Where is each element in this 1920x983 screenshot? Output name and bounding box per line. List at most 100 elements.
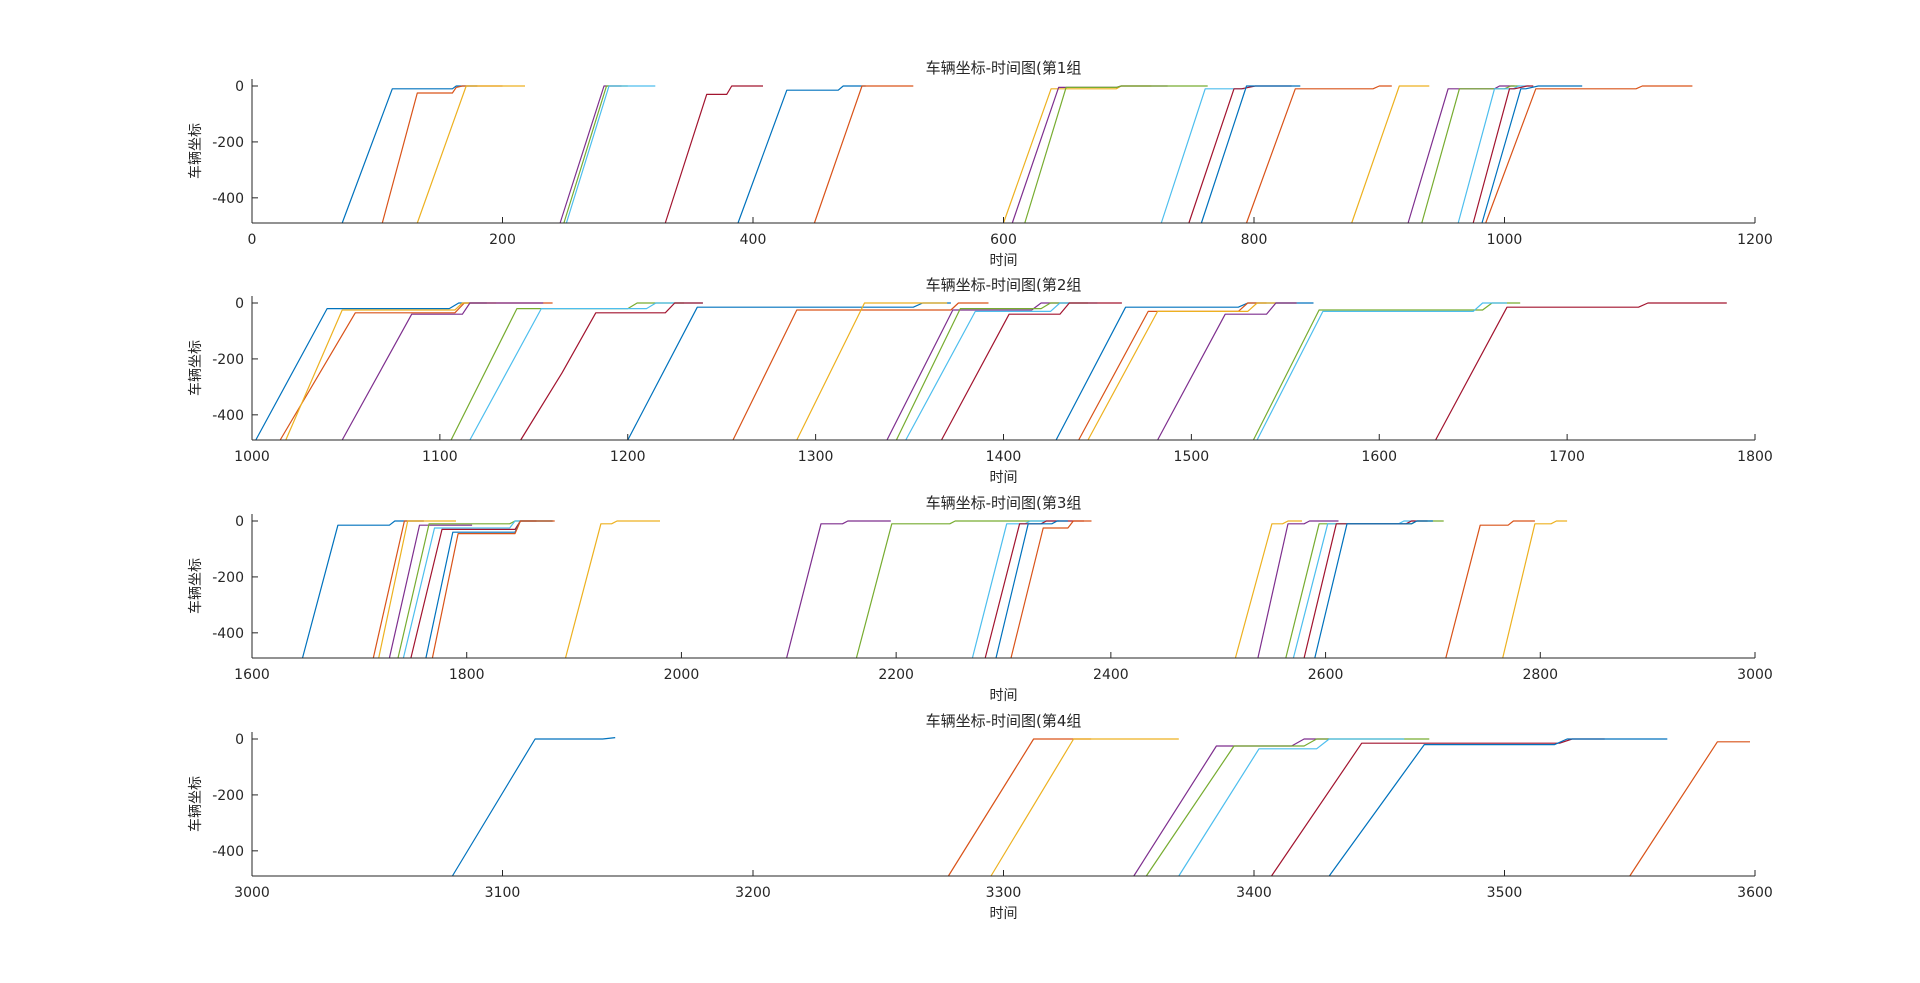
series-line-6 [565,85,656,224]
series-line-20 [1457,85,1530,224]
y-tick-label: 0 [235,296,244,312]
series-line-6 [469,302,703,441]
x-tick-label: 2400 [1093,667,1129,683]
series-line-8 [737,85,866,224]
series-line-11 [786,520,891,659]
series-line-13 [971,520,1060,659]
x-tick-label: 600 [990,232,1017,248]
x-tick-label: 2800 [1522,667,1558,683]
series-line-21 [1472,85,1534,224]
x-tick-label: 800 [1241,232,1268,248]
series-line-12 [855,520,1047,659]
series-line-20 [1256,302,1507,441]
x-tick-label: 3200 [735,885,771,901]
series-line-14 [940,302,1122,441]
y-tick-label: 0 [235,732,244,748]
x-tick-label: 200 [489,232,516,248]
series-line-3 [416,85,525,224]
series-line-22 [1314,520,1433,659]
x-tick-label: 3600 [1737,885,1773,901]
x-tick-label: 1300 [798,449,834,465]
chart-title: 车辆坐标-时间图(第3组 [926,494,1082,512]
series-line-19 [1421,85,1520,224]
x-tick-label: 3100 [485,885,521,901]
x-tick-label: 1600 [1361,449,1397,465]
chart-title: 车辆坐标-时间图(第2组 [926,276,1082,294]
x-tick-label: 3000 [234,885,270,901]
series-group [301,520,1568,659]
charts-root: 0 200 400 600 800 1000 1200 0 -200 -400 车辆坐标-时间图(第… [187,59,1773,922]
series-group [255,302,1727,441]
y-tick-label: -400 [212,191,244,207]
series-line-12 [895,302,1088,441]
x-tick-label: 1700 [1549,449,1585,465]
series-line-4 [388,524,473,659]
x-tick-label: 2000 [664,667,700,683]
x-tick-label: 3400 [1236,885,1272,901]
x-tick-label: 0 [248,232,257,248]
series-line-3 [378,520,456,659]
x-tick-label: 2600 [1308,667,1344,683]
y-tick-label: 0 [235,79,244,95]
x-tick-label: 3300 [986,885,1022,901]
x-axis-label: 时间 [990,688,1018,704]
chart-panel-3: 1600 1800 2000 2200 2400 2600 2800 3000 0 -200 -40… [187,494,1773,704]
series-line-12 [1024,85,1208,224]
series-line-13 [905,302,1098,441]
series-line-7 [520,302,703,441]
series-line-10 [796,302,948,441]
series-line-7 [664,85,763,224]
series-line-3 [990,738,1179,877]
chart-title: 车辆坐标-时间图(第4组 [926,712,1082,730]
series-line-9 [732,302,989,441]
series-line-21 [1435,302,1727,441]
y-axis-label: 车辆坐标 [187,340,204,396]
x-tick-label: 1000 [1487,232,1523,248]
x-tick-label: 3500 [1487,885,1523,901]
series-line-15 [1200,85,1301,224]
y-tick-label: 0 [235,514,244,530]
x-axis-label: 时间 [990,470,1018,486]
x-tick-label: 1200 [1737,232,1773,248]
x-tick-label: 1500 [1174,449,1210,465]
x-axis-label: 时间 [990,906,1018,922]
series-line-9 [813,85,914,224]
series-line-11 [886,302,1070,441]
chart-panel-4: 3000 3100 3200 3300 3400 3500 3600 0 -200 -400 车辆坐… [187,712,1773,922]
y-tick-label: -200 [212,570,244,586]
series-line-22 [1481,85,1583,224]
series-line-15 [995,520,1068,659]
y-tick-label: -400 [212,408,244,424]
series-line-2 [381,85,503,224]
y-tick-label: -200 [212,788,244,804]
x-axis-label: 时间 [990,253,1018,269]
series-line-17 [1087,302,1297,441]
series-group [341,85,1693,224]
series-line-13 [1160,88,1244,224]
y-axis-label: 车辆坐标 [187,123,204,179]
series-line-23 [1445,520,1535,659]
y-tick-label: -400 [212,844,244,860]
x-tick-label: 1600 [234,667,270,683]
series-group [451,737,1750,877]
series-line-1 [451,737,616,877]
series-line-1 [301,520,424,659]
series-line-16 [1010,520,1092,659]
chart-panel-1: 0 200 400 600 800 1000 1200 0 -200 -400 车辆坐标-时间图(第… [187,59,1773,269]
series-line-23 [1485,85,1693,224]
series-line-17 [1234,520,1302,659]
x-tick-label: 400 [740,232,767,248]
series-line-16 [1245,85,1392,224]
y-tick-label: -200 [212,135,244,151]
x-tick-label: 1100 [422,449,458,465]
x-tick-label: 2200 [878,667,914,683]
series-line-9 [1629,741,1750,877]
y-axis-label: 车辆坐标 [187,776,204,832]
x-tick-label: 1200 [610,449,646,465]
series-line-18 [1257,520,1339,659]
series-line-8 [1328,738,1668,877]
y-tick-label: -200 [212,352,244,368]
series-line-17 [1351,85,1430,224]
